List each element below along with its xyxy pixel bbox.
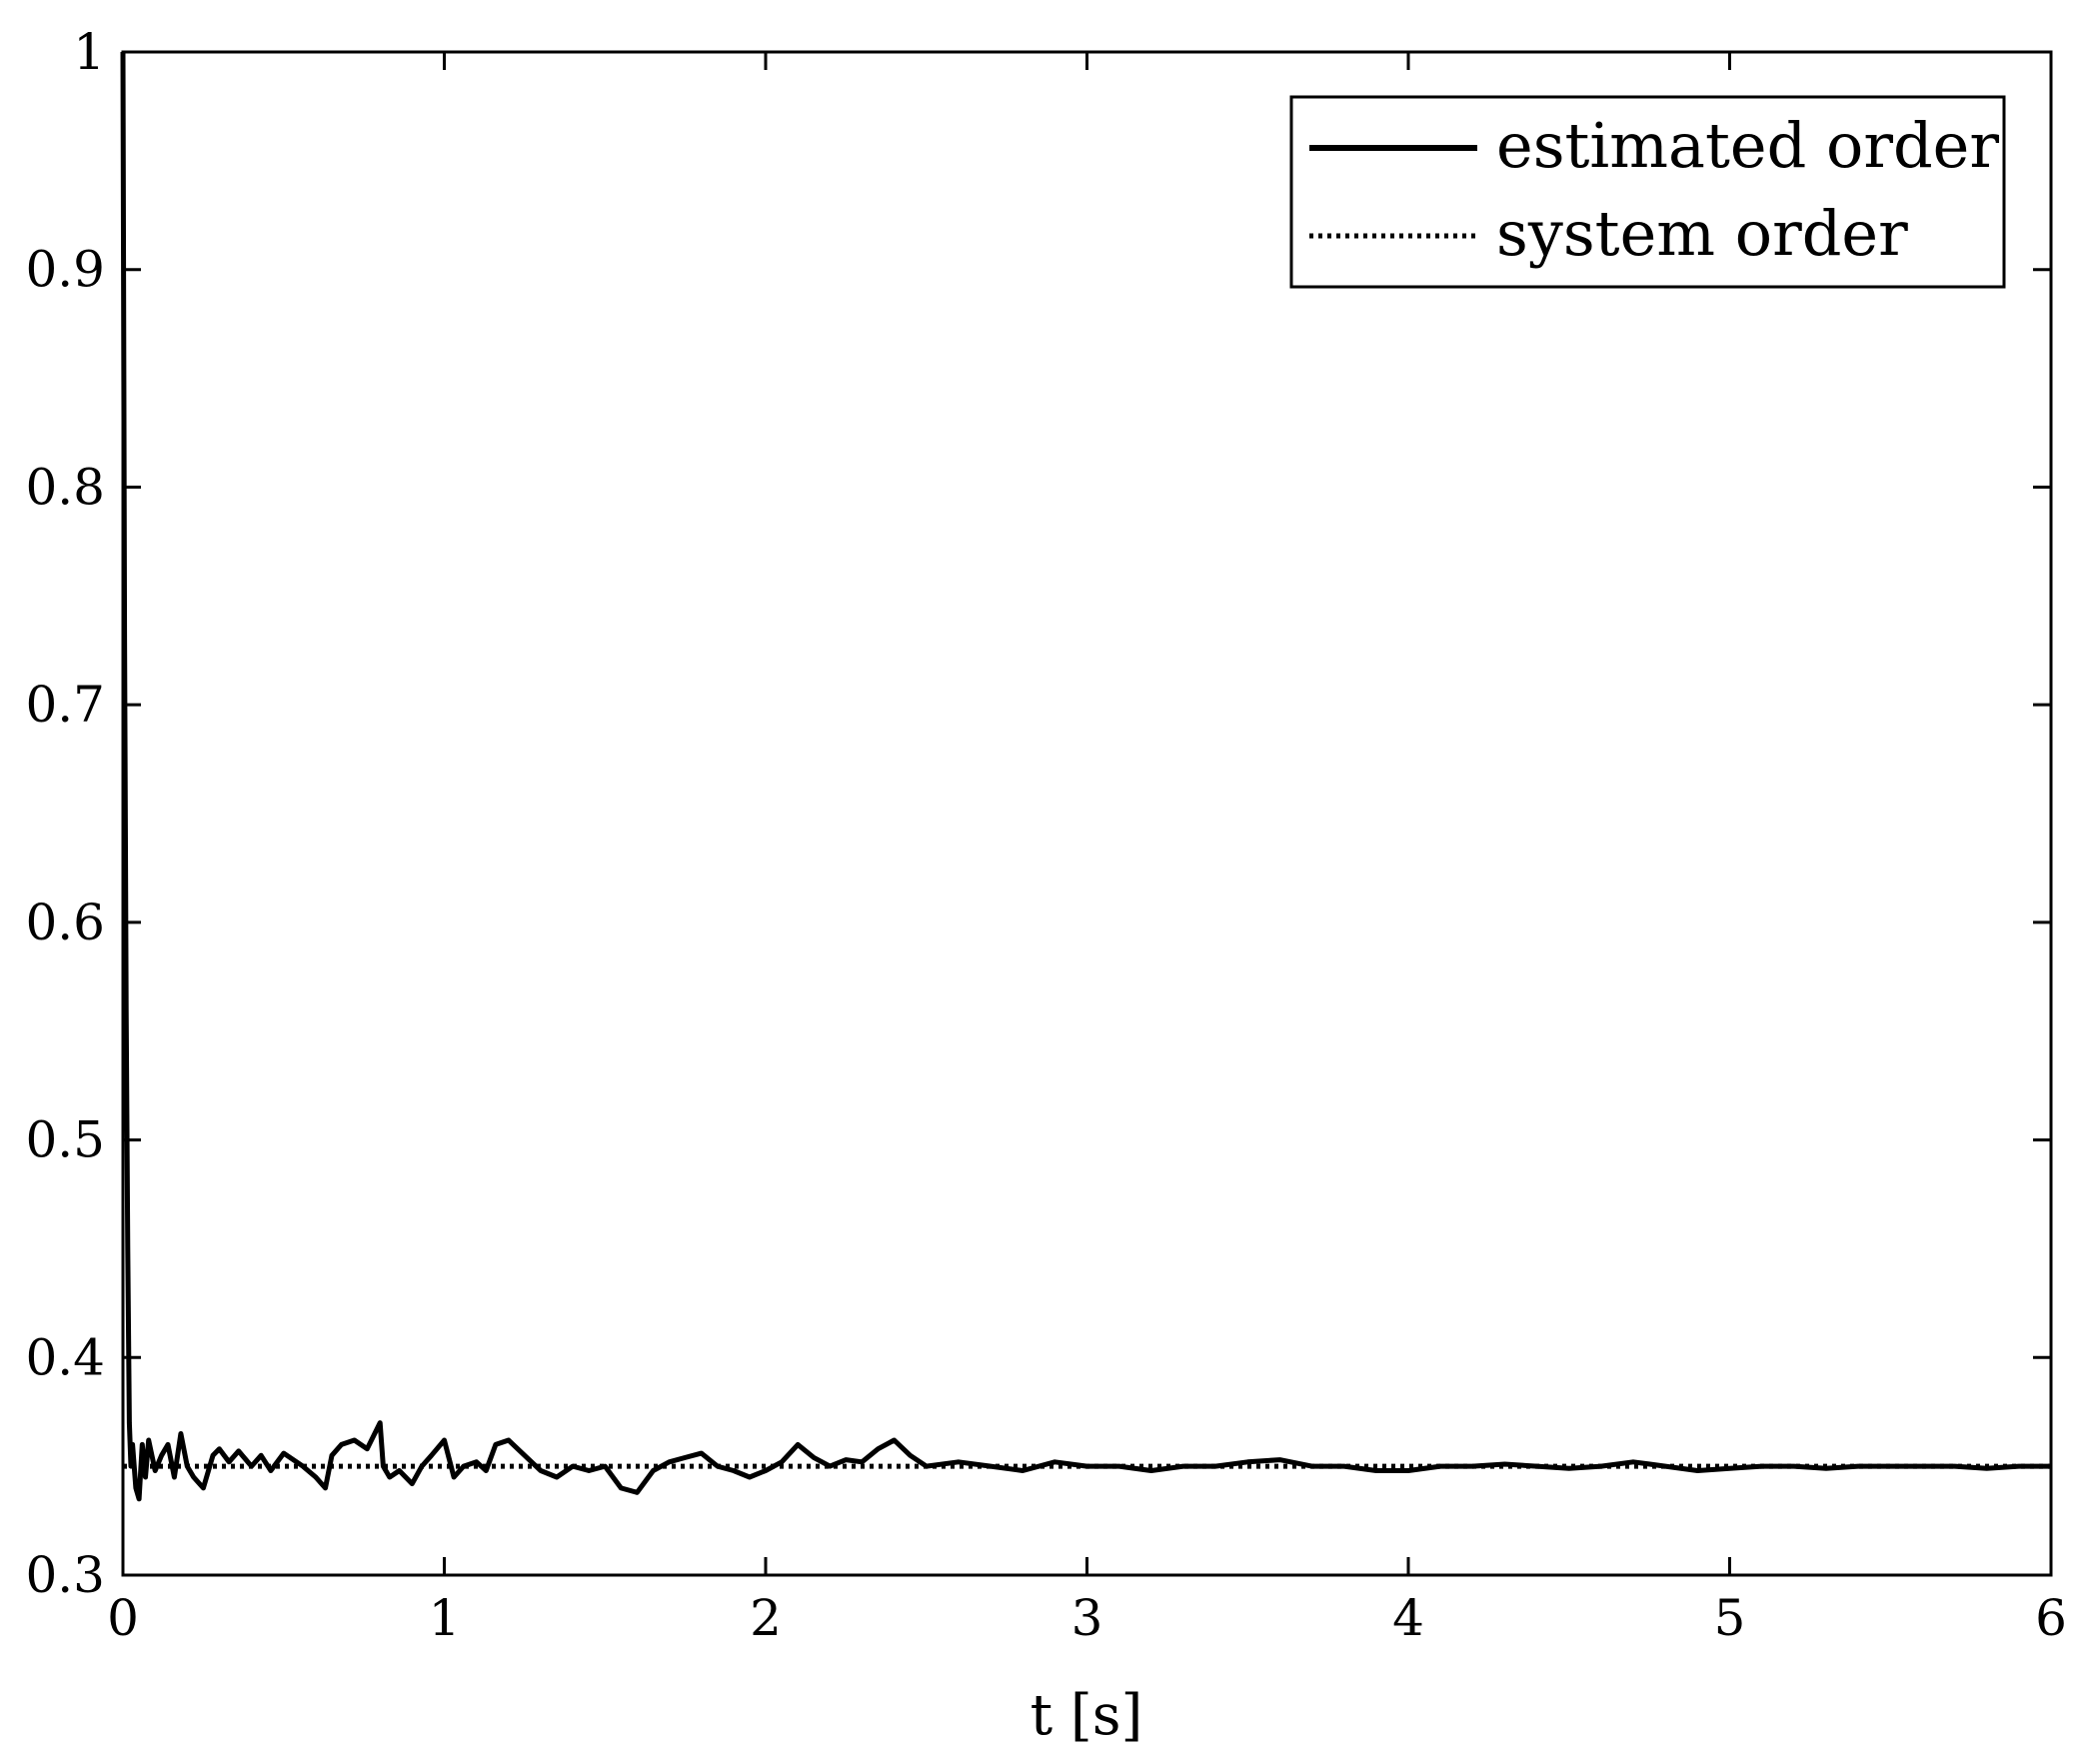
axis-tick-labels: 0 1 2 3 4 5 6 0.3 0.4 0.5 0.6 0.7 0.8 0.9 1	[25, 23, 2066, 1647]
series-line-estimated-order	[120, 51, 2051, 1502]
x-axis-label: t [s]	[1031, 1683, 1143, 1748]
legend-box	[1289, 95, 2006, 289]
y-tick-label: 0.9	[25, 241, 105, 299]
y-tick-label: 0.8	[25, 458, 105, 516]
x-tick-label: 0	[107, 1589, 139, 1647]
legend-label-estimated-order: estimated order	[1496, 109, 1999, 182]
x-tick-label: 1	[429, 1589, 461, 1647]
plot-lines	[120, 51, 2051, 1502]
x-tick-label: 4	[1392, 1589, 1424, 1647]
y-tick-label: 0.7	[25, 676, 105, 734]
x-tick-label: 5	[1714, 1589, 1746, 1647]
y-tick-label: 0.4	[25, 1328, 105, 1386]
y-tick-label: 1	[73, 23, 105, 81]
legend-label-system-order: system order	[1496, 197, 1908, 270]
y-tick-label: 0.5	[25, 1111, 105, 1169]
x-tick-label: 3	[1071, 1589, 1103, 1647]
y-tick-label: 0.6	[25, 893, 105, 951]
x-tick-label: 6	[2035, 1589, 2067, 1647]
x-tick-label: 2	[750, 1589, 782, 1647]
axis-ticks	[121, 50, 2053, 1577]
y-tick-label: 0.3	[25, 1546, 105, 1604]
legend: estimated order system order	[1289, 95, 2006, 289]
